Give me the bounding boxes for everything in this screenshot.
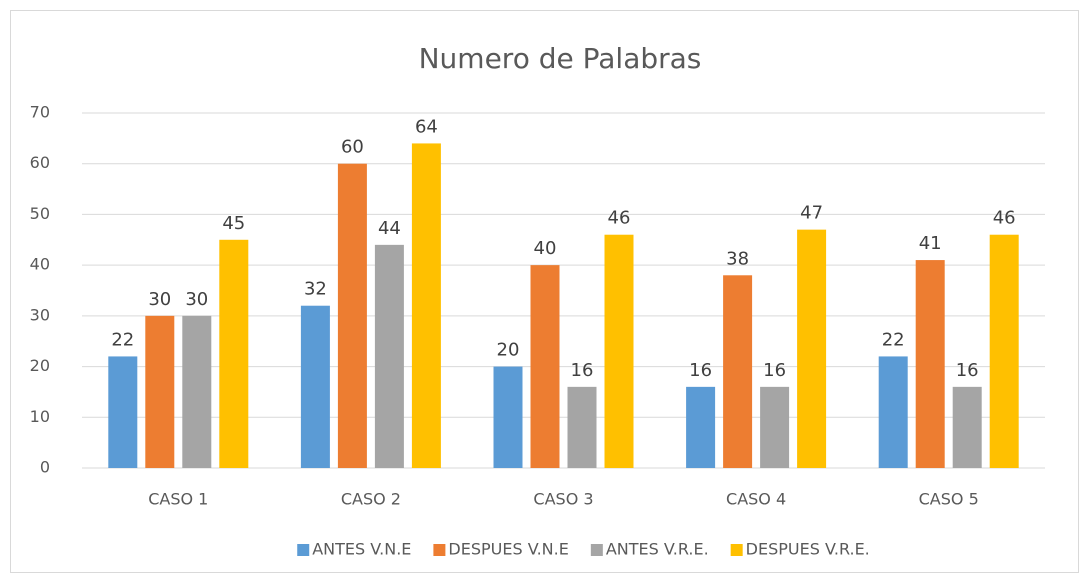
bar [411,143,441,468]
y-tick-label: 10 [30,407,50,426]
x-tick-label: CASO 4 [726,490,786,509]
bar [760,386,790,468]
bar [989,234,1019,468]
data-label: 16 [689,360,712,381]
y-tick-label: 0 [40,458,50,477]
legend-label: DESPUES V.R.E. [746,540,870,559]
data-label: 30 [185,289,208,310]
chart-title: Numero de Palabras [419,42,702,75]
data-label: 16 [763,360,786,381]
legend-label: ANTES V.N.E [312,540,411,559]
data-label: 32 [304,279,327,300]
data-label: 46 [608,208,631,229]
legend-label: ANTES V.R.E. [606,540,709,559]
data-label: 64 [415,116,438,137]
x-tick-label: CASO 2 [341,490,401,509]
bar [686,386,716,468]
legend-label: DESPUES V.N.E [448,540,568,559]
bar [952,386,982,468]
y-tick-label: 40 [30,255,50,274]
y-tick-label: 60 [30,153,50,172]
bar [878,356,908,468]
bar [915,260,945,468]
legend-swatch [730,544,743,556]
data-label: 41 [919,233,942,254]
legend-swatch [433,544,446,556]
y-tick-label: 20 [30,356,50,375]
data-label: 20 [497,340,520,361]
data-label: 47 [800,203,823,224]
y-tick-label: 50 [30,204,50,223]
bar [493,366,523,468]
bar [182,315,212,468]
bar [567,386,597,468]
data-label: 40 [534,238,557,259]
legend-swatch [590,544,603,556]
bar [530,265,560,468]
data-label: 30 [148,289,171,310]
bar [797,229,827,468]
x-tick-label: CASO 5 [919,490,979,509]
data-label: 38 [726,248,749,269]
data-label: 22 [882,329,905,350]
bar [337,163,367,468]
bar [108,356,138,468]
bar [300,305,330,468]
y-tick-label: 70 [30,103,50,122]
x-tick-label: CASO 1 [148,490,208,509]
data-label: 16 [956,360,979,381]
data-label: 22 [111,329,134,350]
data-label: 45 [222,213,245,234]
bar [219,239,249,468]
bar [604,234,634,468]
x-tick-label: CASO 3 [533,490,593,509]
data-label: 46 [993,208,1016,229]
data-label: 16 [571,360,594,381]
bar [145,315,175,468]
bar [374,244,404,468]
legend-swatch [297,544,310,556]
data-label: 44 [378,218,401,239]
y-tick-label: 30 [30,305,50,324]
data-label: 60 [341,137,364,158]
bar [723,275,753,468]
